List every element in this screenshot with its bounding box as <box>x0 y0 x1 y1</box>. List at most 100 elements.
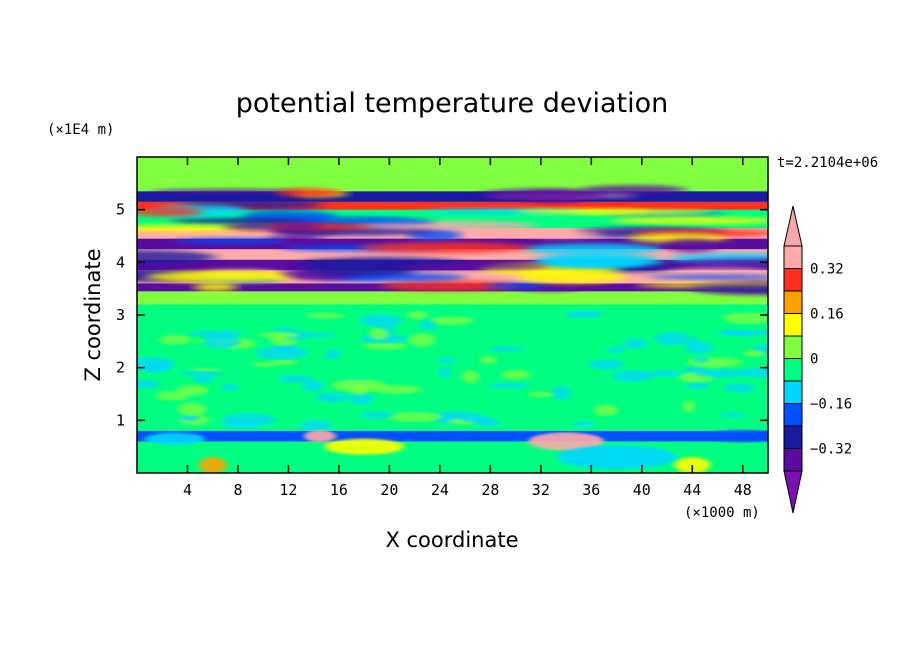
contour-feature <box>387 412 443 422</box>
contour-feature <box>250 362 277 367</box>
contour-feature <box>718 412 746 418</box>
contour-feature <box>489 383 530 389</box>
contour-feature <box>528 432 605 451</box>
y-axis-label: Z coordinate <box>81 248 105 381</box>
x-tick-label: 32 <box>532 481 550 499</box>
y-tick-label: 4 <box>116 253 125 271</box>
contour-feature <box>270 359 298 365</box>
contour-feature <box>685 342 713 354</box>
contour-feature <box>198 457 227 473</box>
contour-feature <box>551 386 571 400</box>
contour-feature <box>647 274 768 280</box>
contour-feature <box>438 367 451 378</box>
contour-feature <box>369 327 389 340</box>
x-axis: 4 8 12 16 20 24 28 32 36 40 44 48 <box>183 157 752 499</box>
contour-feature <box>193 282 238 292</box>
contour-feature <box>606 346 625 354</box>
contour-feature <box>221 383 239 392</box>
colorbar-swatch <box>783 448 803 472</box>
x-tick-label: 24 <box>431 481 449 499</box>
colorbar-swatch <box>783 313 803 337</box>
x-unit-label: (×1000 m) <box>684 505 760 521</box>
colorbar-label: −0.16 <box>810 397 852 413</box>
colorbar-swatch <box>783 358 803 382</box>
contour-feature <box>653 332 691 346</box>
y-tick-label: 3 <box>116 306 125 324</box>
chart-title: potential temperature deviation <box>236 88 668 119</box>
contour-feature <box>177 402 207 416</box>
contour-feature <box>192 374 215 383</box>
contour-feature <box>256 346 308 360</box>
contour-feature <box>301 379 325 392</box>
contour-band <box>137 430 768 442</box>
contour-feature <box>518 270 628 284</box>
contour-feature <box>202 334 241 349</box>
contour-features <box>137 185 768 473</box>
colorbar-swatch <box>783 425 803 449</box>
contour-feature <box>155 391 190 401</box>
contour-band <box>137 304 768 431</box>
contour-feature <box>623 338 648 349</box>
contour-feature <box>325 349 340 360</box>
contour-feature <box>144 432 205 445</box>
contour-feature <box>174 238 288 244</box>
contour-feature <box>437 357 455 364</box>
contour-feature <box>593 404 618 417</box>
contour-feature <box>610 216 768 225</box>
contour-feature <box>720 329 768 337</box>
contour-feature <box>221 423 261 428</box>
contour-feature <box>151 189 307 194</box>
x-tick-label: 44 <box>683 481 701 499</box>
contour-feature <box>159 334 192 345</box>
contour-feature <box>359 314 402 327</box>
contour-feature <box>479 355 497 364</box>
colorbar-label: 0 <box>810 352 818 368</box>
y-unit-label: (×1E4 m) <box>47 122 114 138</box>
contour-feature <box>571 421 595 427</box>
contour-feature <box>171 273 305 278</box>
contour-feature <box>662 267 768 276</box>
contour-feature <box>272 327 292 332</box>
y-tick-label: 2 <box>116 359 125 377</box>
colorbar-swatch <box>783 290 803 314</box>
contour-feature <box>461 416 495 423</box>
colorbar-swatch <box>783 380 803 404</box>
contour-feature <box>501 369 531 380</box>
contour-feature <box>379 280 519 292</box>
contour-feature <box>276 188 341 197</box>
contour-feature <box>419 320 436 330</box>
colorbar-label: −0.32 <box>810 442 852 458</box>
colorbar-swatch <box>783 335 803 359</box>
contour-feature <box>461 370 479 384</box>
contour-feature <box>324 438 405 455</box>
contour-band <box>137 201 768 210</box>
x-tick-label: 36 <box>582 481 600 499</box>
contour-feature <box>581 185 687 194</box>
contour-feature <box>686 382 709 389</box>
contour-feature <box>359 241 532 254</box>
colorbar-swatch <box>783 403 803 427</box>
colorbar-label: 0.16 <box>810 307 844 323</box>
colorbar-over-arrow <box>783 205 803 247</box>
x-tick-label: 48 <box>734 481 752 499</box>
contour-feature <box>588 359 624 370</box>
contour-feature <box>179 414 200 422</box>
colorbar-swatch <box>783 268 803 292</box>
contour-feature <box>702 430 768 443</box>
contour-band <box>137 157 768 192</box>
x-tick-label: 16 <box>330 481 348 499</box>
contour-feature <box>688 284 768 292</box>
contour-feature <box>306 312 345 319</box>
colorbar-label: 0.32 <box>810 262 844 278</box>
y-tick-label: 1 <box>116 411 125 429</box>
y-tick-label: 5 <box>116 201 125 219</box>
contour-feature <box>736 367 768 378</box>
contour-feature <box>526 230 602 239</box>
contour-feature <box>363 342 408 350</box>
contour-feature <box>564 310 604 318</box>
x-tick-label: 8 <box>233 481 242 499</box>
contour-feature <box>303 430 336 443</box>
contour-feature <box>257 332 301 339</box>
contour-feature <box>541 254 648 269</box>
